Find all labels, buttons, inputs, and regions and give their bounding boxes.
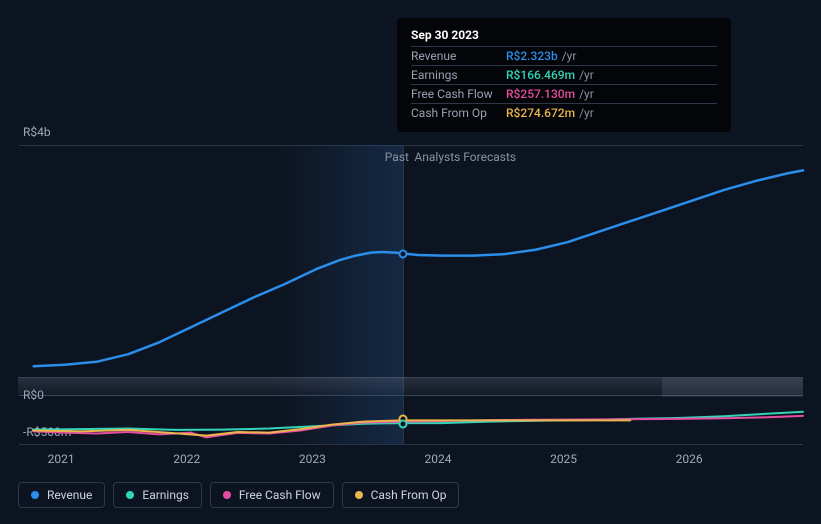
tooltip-label: Earnings xyxy=(411,68,506,82)
hover-marker xyxy=(398,249,407,258)
legend-dot xyxy=(126,491,134,499)
tooltip-value: R$2.323b xyxy=(506,49,558,63)
x-axis-label: 2026 xyxy=(676,452,703,466)
tooltip-label: Free Cash Flow xyxy=(411,87,506,101)
x-axis-label: 2022 xyxy=(173,452,200,466)
legend-dot xyxy=(355,491,363,499)
legend-item-cfo[interactable]: Cash From Op xyxy=(342,482,460,508)
tooltip-value: R$257.130m xyxy=(506,87,575,101)
x-axis-label: 2023 xyxy=(299,452,326,466)
legend-item-earnings[interactable]: Earnings xyxy=(113,482,202,508)
legend-item-fcf[interactable]: Free Cash Flow xyxy=(210,482,334,508)
hover-marker xyxy=(398,419,407,428)
legend-label: Free Cash Flow xyxy=(239,488,321,502)
legend-dot xyxy=(223,491,231,499)
x-axis-label: 2025 xyxy=(550,452,577,466)
legend-dot xyxy=(31,491,39,499)
legend-label: Earnings xyxy=(142,488,189,502)
tooltip-value: R$274.672m xyxy=(506,106,575,120)
x-axis-label: 2024 xyxy=(424,452,451,466)
tooltip-label: Cash From Op xyxy=(411,106,506,120)
tooltip-row-revenue: Revenue R$2.323b /yr xyxy=(411,46,717,65)
tooltip-suffix: /yr xyxy=(562,49,577,63)
tooltip-suffix: /yr xyxy=(579,68,594,82)
tooltip-row-fcf: Free Cash Flow R$257.130m /yr xyxy=(411,84,717,103)
chart-legend: Revenue Earnings Free Cash Flow Cash Fro… xyxy=(18,482,459,508)
tooltip-date: Sep 30 2023 xyxy=(411,28,717,46)
tooltip-suffix: /yr xyxy=(579,87,594,101)
hover-tooltip: Sep 30 2023 Revenue R$2.323b /yr Earning… xyxy=(397,18,731,132)
tooltip-row-cfo: Cash From Op R$274.672m /yr xyxy=(411,103,717,122)
legend-label: Revenue xyxy=(47,488,92,502)
tooltip-suffix: /yr xyxy=(579,106,594,120)
tooltip-row-earnings: Earnings R$166.469m /yr xyxy=(411,65,717,84)
legend-label: Cash From Op xyxy=(371,488,447,502)
tooltip-label: Revenue xyxy=(411,49,506,63)
tooltip-value: R$166.469m xyxy=(506,68,575,82)
x-axis-label: 2021 xyxy=(48,452,75,466)
legend-item-revenue[interactable]: Revenue xyxy=(18,482,105,508)
